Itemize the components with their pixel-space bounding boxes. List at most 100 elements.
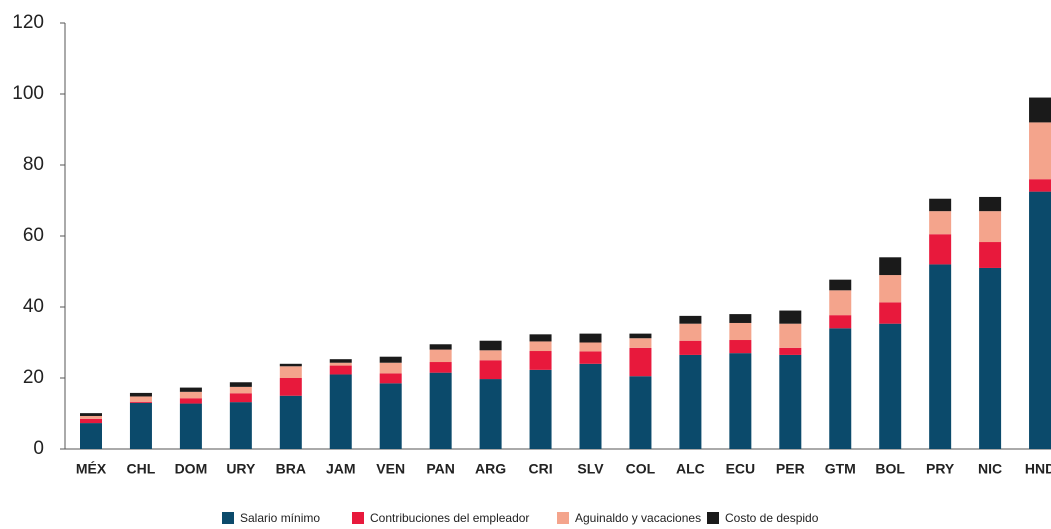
y-tick-label: 100 bbox=[12, 83, 44, 104]
x-tick-label: PER bbox=[776, 461, 805, 477]
bar-segment bbox=[829, 328, 852, 449]
x-tick-label: COL bbox=[626, 461, 656, 477]
y-tick-label: 20 bbox=[23, 367, 44, 388]
legend-label: Aguinaldo y vacaciones bbox=[575, 511, 701, 525]
legend-label: Contribuciones del empleador bbox=[370, 511, 529, 525]
bar-segment bbox=[329, 365, 352, 375]
bar-segment bbox=[779, 310, 802, 324]
x-tick-label: HND bbox=[1025, 461, 1051, 477]
bar-segment bbox=[279, 378, 302, 396]
x-tick-label: DOM bbox=[175, 461, 208, 477]
bar-segment bbox=[779, 347, 802, 355]
legend-swatch bbox=[707, 512, 719, 524]
bar-segment bbox=[779, 354, 802, 449]
bar-segment bbox=[179, 387, 202, 392]
x-tick-label: JAM bbox=[326, 461, 356, 477]
bar-segment bbox=[629, 338, 652, 348]
bar-segment bbox=[879, 275, 902, 303]
bar-segment bbox=[679, 340, 702, 355]
bar-segment bbox=[779, 323, 802, 348]
bar-segment bbox=[279, 366, 302, 378]
bar-segment bbox=[479, 379, 502, 449]
bar-segment bbox=[179, 391, 202, 399]
bar-segment bbox=[629, 376, 652, 449]
bar-segment bbox=[829, 290, 852, 316]
bar-segment bbox=[379, 356, 402, 363]
bar-segment bbox=[129, 396, 152, 402]
bar-segment bbox=[479, 360, 502, 380]
bar-segment bbox=[80, 423, 102, 449]
legend-swatch bbox=[557, 512, 569, 524]
y-tick-label: 120 bbox=[12, 12, 44, 33]
bar-segment bbox=[80, 418, 102, 424]
x-tick-label: CRI bbox=[528, 461, 552, 477]
bar-segment bbox=[529, 341, 552, 352]
bar-segment bbox=[429, 344, 452, 350]
bar-segment bbox=[229, 402, 252, 449]
bar-segment bbox=[529, 369, 552, 449]
x-tick-label: ECU bbox=[726, 461, 756, 477]
legend-swatch bbox=[352, 512, 364, 524]
bar-segment bbox=[1029, 179, 1051, 192]
x-tick-label: PAN bbox=[426, 461, 455, 477]
bar-segment bbox=[479, 350, 502, 361]
x-tick-label: URY bbox=[226, 461, 256, 477]
bar-segment bbox=[879, 257, 902, 276]
bar-segment bbox=[379, 383, 402, 449]
bar-segment bbox=[329, 359, 352, 363]
bar-segment bbox=[579, 363, 602, 449]
bar-segment bbox=[679, 323, 702, 341]
bar-segment bbox=[379, 373, 402, 384]
bar-segment bbox=[729, 322, 752, 341]
x-tick-label: SLV bbox=[577, 461, 604, 477]
bar-segment bbox=[829, 315, 852, 329]
bar-segment bbox=[729, 353, 752, 449]
bar-segment bbox=[879, 323, 902, 449]
bar-segment bbox=[1029, 97, 1051, 123]
bar-segment bbox=[1029, 191, 1051, 449]
legend-swatch bbox=[222, 512, 234, 524]
bar-segment bbox=[929, 234, 952, 265]
bar-segment bbox=[529, 351, 552, 370]
bar-segment bbox=[329, 362, 352, 366]
x-tick-label: BRA bbox=[276, 461, 306, 477]
legend-label: Salario mínimo bbox=[240, 511, 320, 525]
y-tick-label: 60 bbox=[23, 225, 44, 246]
bar-segment bbox=[579, 333, 602, 343]
bar-segment bbox=[129, 392, 152, 397]
bar-segment bbox=[279, 395, 302, 449]
x-tick-label: VEN bbox=[376, 461, 405, 477]
bar-segment bbox=[879, 302, 902, 324]
y-tick-label: 80 bbox=[23, 154, 44, 175]
x-tick-label: GTM bbox=[825, 461, 856, 477]
bar-segment bbox=[929, 211, 952, 235]
bar-segment bbox=[629, 347, 652, 377]
x-tick-label: MÉX bbox=[76, 461, 107, 477]
bar-segment bbox=[679, 354, 702, 449]
bar-segment bbox=[579, 342, 602, 352]
bar-segment bbox=[379, 362, 402, 374]
bar-segment bbox=[429, 349, 452, 363]
y-tick-label: 40 bbox=[23, 296, 44, 317]
bar-segment bbox=[979, 242, 1002, 268]
bar-segment bbox=[979, 211, 1002, 243]
x-tick-label: ALC bbox=[676, 461, 705, 477]
bar-segment bbox=[729, 340, 752, 354]
x-tick-label: NIC bbox=[978, 461, 1002, 477]
bar-segment bbox=[80, 413, 102, 416]
bar-segment bbox=[529, 334, 552, 342]
bar-segment bbox=[829, 279, 852, 291]
bar-segment bbox=[429, 362, 452, 373]
y-tick-label: 0 bbox=[33, 438, 44, 459]
bar-segment bbox=[179, 398, 202, 404]
bar-segment bbox=[329, 374, 352, 449]
x-tick-label: CHL bbox=[127, 461, 156, 477]
bar-segment bbox=[229, 386, 252, 394]
bar-segment bbox=[479, 340, 502, 351]
bar-segment bbox=[979, 267, 1002, 449]
bar-segment bbox=[179, 403, 202, 449]
x-tick-label: BOL bbox=[875, 461, 905, 477]
bar-segment bbox=[729, 314, 752, 323]
bar-segment bbox=[80, 415, 102, 419]
